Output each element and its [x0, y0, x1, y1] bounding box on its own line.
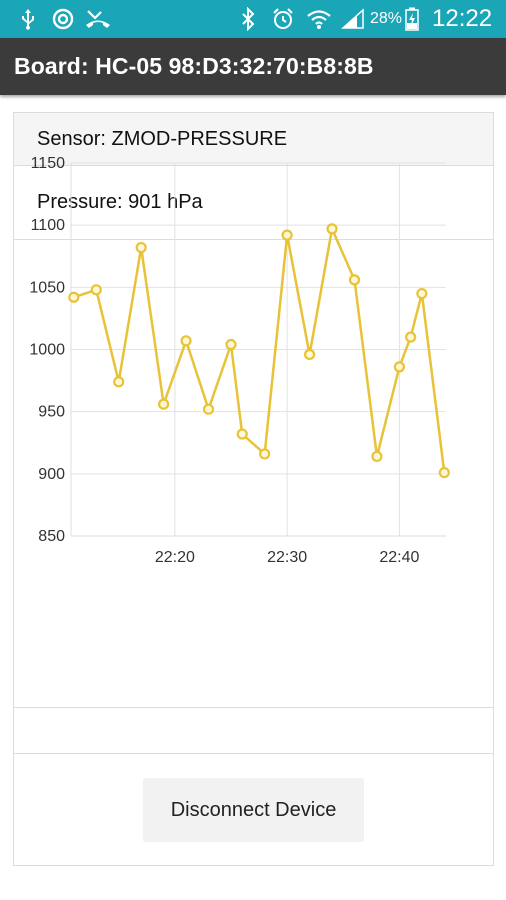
data-point [393, 361, 406, 373]
y-tick-label: 1150 [31, 155, 66, 172]
data-point [259, 448, 271, 460]
x-tick-label: 22:40 [379, 549, 419, 566]
y-tick-label: 1050 [29, 279, 65, 296]
data-point [68, 291, 80, 303]
data-point [135, 241, 147, 254]
data-point [405, 331, 417, 343]
battery-charging-icon [404, 0, 420, 38]
data-point [202, 403, 215, 415]
data-point [303, 348, 316, 361]
usb-icon [18, 0, 38, 38]
bluetooth-icon [238, 0, 258, 38]
y-tick-label: 950 [38, 404, 65, 421]
disconnect-device-button[interactable]: Disconnect Device [143, 778, 364, 842]
y-tick-label: 1100 [31, 217, 66, 234]
y-tick-label: 850 [38, 528, 65, 545]
data-point [225, 338, 237, 351]
data-point [90, 284, 102, 296]
missed-call-icon [84, 0, 112, 38]
x-tick-label: 22:30 [267, 549, 307, 566]
sync-icon [50, 0, 76, 38]
data-point [236, 428, 248, 440]
page-title: Board: HC-05 98:D3:32:70:B8:8B [14, 53, 374, 79]
app-bar: Board: HC-05 98:D3:32:70:B8:8B [0, 38, 506, 95]
reading-row: Pressure: 901 hPa [14, 166, 493, 240]
status-time: 12:22 [432, 5, 493, 32]
data-point [326, 223, 338, 235]
x-tick-label: 22:20 [155, 549, 195, 566]
pressure-reading: Pressure: 901 hPa [37, 191, 203, 213]
signal-icon [340, 0, 366, 38]
chart-container: 850 900 950 1000 1050 1100 1150 22:20 22:30 22:40 [29, 155, 450, 566]
data-point [158, 398, 170, 410]
series-line [73, 227, 446, 473]
sensor-card: Sensor: ZMOD-PRESSURE Pressure: 901 hPa … [13, 112, 494, 866]
data-point [416, 287, 428, 300]
status-bar: 28% 12:22 [0, 0, 506, 38]
chart-bottom-divider [14, 707, 493, 708]
battery-percent: 28% [370, 10, 403, 27]
button-row-divider [14, 753, 493, 754]
data-point [180, 335, 192, 347]
y-tick-label: 1000 [29, 342, 65, 359]
pressure-chart: 850 900 950 1000 1050 1100 1150 22:20 22:30 22:40 [29, 155, 450, 566]
wifi-icon [306, 0, 332, 38]
alarm-icon [270, 0, 296, 38]
y-tick-label: 900 [38, 466, 65, 483]
data-point [438, 466, 450, 479]
data-point [113, 376, 125, 388]
data-point [371, 450, 383, 463]
data-point [281, 229, 293, 241]
data-point [348, 274, 361, 286]
sensor-name: Sensor: ZMOD-PRESSURE [37, 128, 288, 150]
sensor-header: Sensor: ZMOD-PRESSURE [14, 113, 493, 166]
